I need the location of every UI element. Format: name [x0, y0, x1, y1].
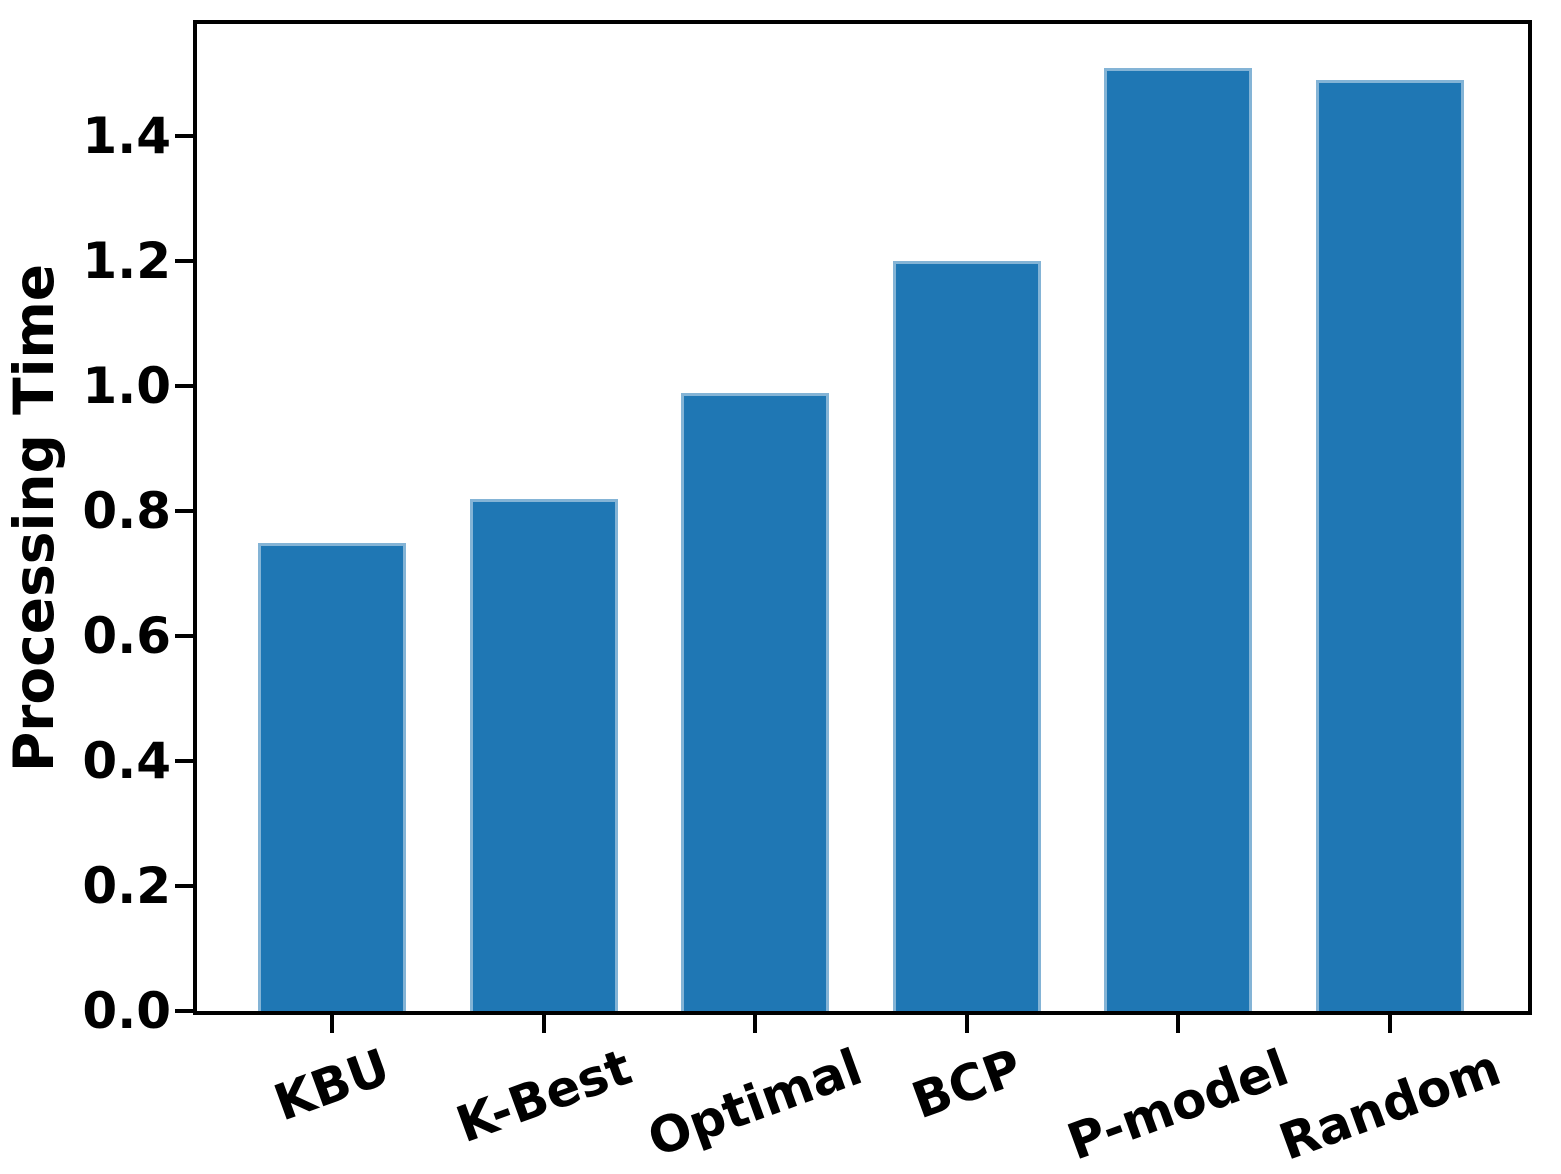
y-tick-label: 0.4: [82, 732, 171, 791]
x-tick-mark: [1176, 1015, 1181, 1033]
x-tick-label: Random: [1271, 1038, 1509, 1172]
y-tick-mark: [175, 384, 193, 389]
x-tick-label: KBU: [266, 1038, 397, 1133]
y-tick-label: 1.2: [82, 232, 171, 291]
y-tick-label: 0.2: [82, 857, 171, 916]
x-tick-mark: [753, 1015, 758, 1033]
y-axis-label: Processing Time: [2, 263, 66, 773]
x-tick-label: Optimal: [640, 1038, 870, 1169]
x-tick-label: P-model: [1060, 1038, 1297, 1172]
y-tick-label: 1.4: [82, 107, 171, 166]
x-tick-mark: [964, 1015, 969, 1033]
x-tick-mark: [541, 1015, 546, 1033]
bar-optimal: [681, 392, 830, 1011]
y-tick-mark: [175, 759, 193, 764]
y-tick-mark: [175, 634, 193, 639]
bar-k-best: [469, 498, 618, 1011]
x-tick-label: K-Best: [448, 1038, 639, 1155]
y-tick-mark: [175, 134, 193, 139]
y-tick-mark: [175, 884, 193, 889]
plot-area: 0.0 0.2 0.4 0.6 0.8 1.0 1.2 1.4 KBU K-Best Optimal…: [82, 20, 1532, 1171]
bar-p-model: [1104, 67, 1253, 1011]
y-tick-label: 0.0: [82, 982, 171, 1040]
bar-bcp: [892, 261, 1041, 1011]
y-tick-label: 1.0: [82, 357, 171, 416]
bar-random: [1316, 80, 1465, 1011]
y-tick-mark: [175, 1009, 193, 1013]
x-tick-mark: [329, 1015, 334, 1033]
y-tick-mark: [175, 509, 193, 514]
x-tick-label: BCP: [904, 1038, 1030, 1131]
y-tick-label: 0.8: [82, 482, 171, 541]
x-tick-mark: [1388, 1015, 1393, 1033]
bar-kbu: [257, 542, 406, 1011]
y-tick-mark: [175, 259, 193, 264]
y-tick-label: 0.6: [82, 607, 171, 666]
